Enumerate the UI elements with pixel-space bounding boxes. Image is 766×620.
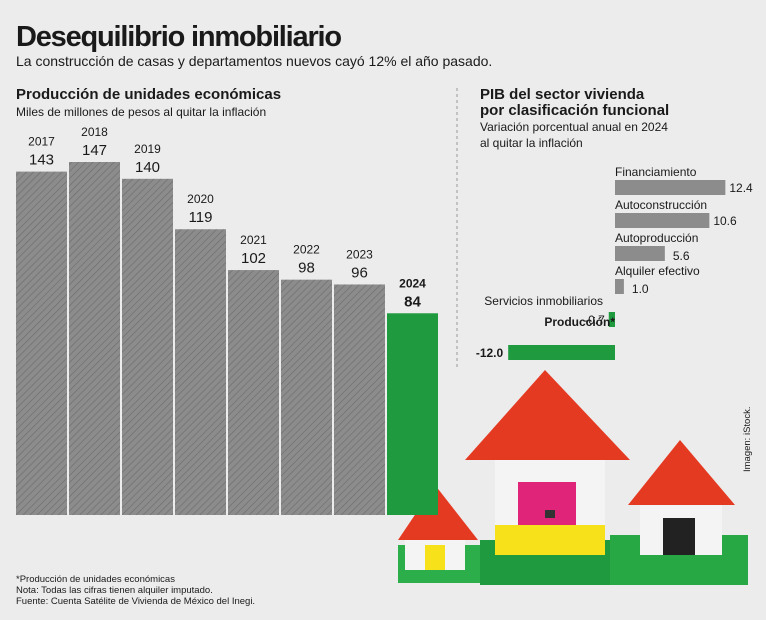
year-label: 2022: [293, 243, 320, 257]
year-label: 2023: [346, 247, 373, 261]
bar: [508, 345, 615, 360]
value-label: 10.6: [713, 214, 737, 228]
year-label: 2017: [28, 135, 55, 149]
value-label: 147: [82, 142, 107, 159]
value-label: 140: [135, 159, 160, 176]
value-label: 143: [29, 152, 54, 169]
value-label: 119: [189, 209, 213, 226]
title: Desequilibrio inmobiliario: [16, 21, 341, 53]
value-label: 5.6: [673, 249, 690, 263]
category-label: Servicios inmobiliarios: [484, 294, 603, 308]
bar: [281, 279, 332, 515]
category-label: Producción*: [544, 315, 615, 329]
bar: [608, 312, 615, 327]
value-label: -12.0: [476, 346, 504, 360]
bar: [122, 178, 173, 516]
value-label: 1.0: [632, 282, 649, 296]
year-label: 2024: [399, 276, 426, 290]
bar: [615, 246, 665, 261]
year-label: 2019: [134, 142, 161, 156]
value-label: 84: [404, 293, 421, 310]
subtitle: La construcción de casas y departamentos…: [16, 53, 492, 69]
bar: [334, 284, 385, 515]
year-label: 2020: [187, 192, 214, 206]
category-label: Autoproducción: [615, 231, 698, 245]
bar: [615, 180, 726, 195]
value-label: -0.7: [584, 313, 605, 327]
chart-subtitle: Variación porcentual anual en 2024: [480, 120, 668, 134]
chart-title: PIB del sector vivienda: [480, 86, 645, 103]
category-label: Alquiler efectivo: [615, 264, 700, 278]
year-label: 2021: [240, 233, 267, 247]
year-label: 2018: [81, 125, 108, 139]
bar: [16, 171, 67, 515]
footnote: Nota: Todas las cifras tienen alquiler i…: [16, 585, 213, 596]
value-label: 102: [241, 250, 266, 267]
image-credit: Imagen: iStock.: [742, 407, 753, 472]
bar: [69, 162, 120, 515]
bar: [615, 213, 710, 228]
value-label: 98: [298, 260, 315, 277]
chart-title: Producción de unidades económicas: [16, 86, 281, 103]
chart-title: por clasificación funcional: [480, 102, 669, 119]
bar: [615, 279, 624, 294]
category-label: Autoconstrucción: [615, 198, 707, 212]
house-illustration: [398, 370, 748, 585]
value-label: 96: [351, 264, 368, 281]
chart-subtitle: Miles de millones de pesos al quitar la …: [16, 105, 266, 119]
bar: [175, 229, 226, 515]
category-label: Financiamiento: [615, 165, 697, 179]
bar: [228, 270, 279, 515]
bar: [387, 313, 438, 515]
chart-subtitle: al quitar la inflación: [480, 136, 583, 150]
value-label: 12.4: [729, 181, 753, 195]
footnote: Fuente: Cuenta Satélite de Vivienda de M…: [16, 596, 255, 607]
footnote: *Producción de unidades económicas: [16, 574, 175, 585]
